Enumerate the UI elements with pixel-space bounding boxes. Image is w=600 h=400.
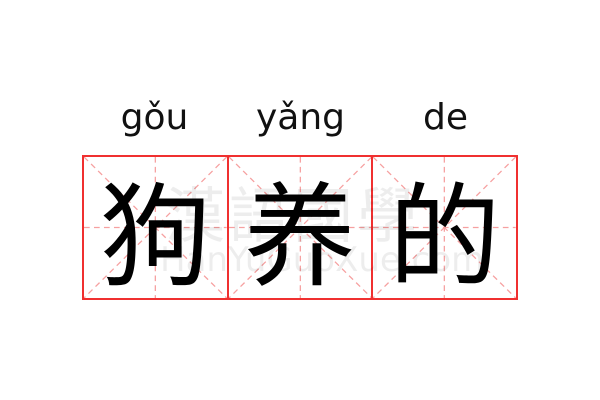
character-cell-2: 养 <box>226 157 372 303</box>
grid-guides <box>373 157 517 298</box>
character: 狗 <box>99 172 212 303</box>
pinyin-2: yǎng <box>255 97 346 138</box>
character: 的 <box>388 172 501 303</box>
pinyin-1: gǒu <box>120 97 189 138</box>
character-grid: 狗 养 的 <box>82 155 518 303</box>
grid-guides <box>228 157 372 298</box>
pinyin-3: de <box>423 97 468 138</box>
character-cell-3: 的 <box>371 157 517 303</box>
character: 养 <box>244 172 356 303</box>
character-cell-1: 狗 <box>84 157 227 303</box>
grid-guides <box>84 157 227 298</box>
